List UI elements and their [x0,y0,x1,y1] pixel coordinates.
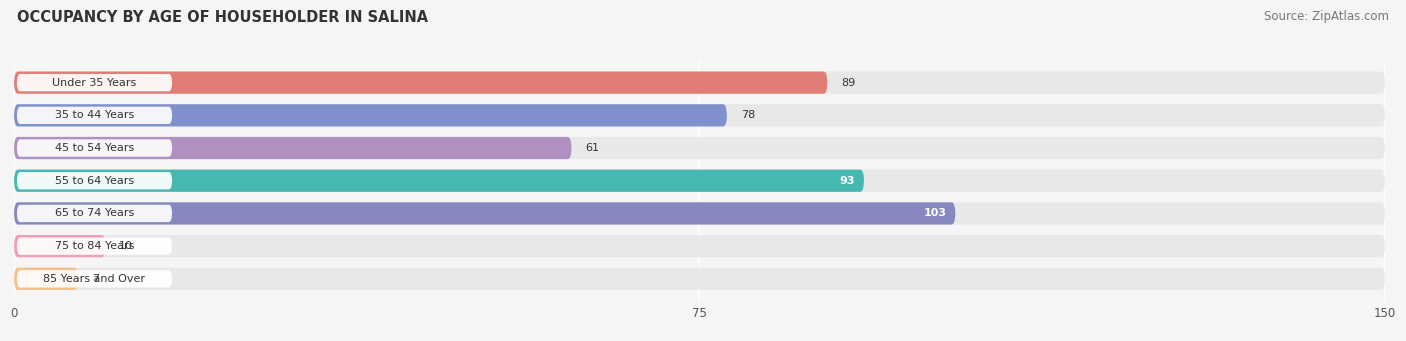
Text: 35 to 44 Years: 35 to 44 Years [55,110,134,120]
Text: 55 to 64 Years: 55 to 64 Years [55,176,134,186]
Text: Source: ZipAtlas.com: Source: ZipAtlas.com [1264,10,1389,23]
Text: OCCUPANCY BY AGE OF HOUSEHOLDER IN SALINA: OCCUPANCY BY AGE OF HOUSEHOLDER IN SALIN… [17,10,427,25]
Text: 85 Years and Over: 85 Years and Over [44,274,145,284]
FancyBboxPatch shape [17,270,172,287]
Text: 93: 93 [839,176,855,186]
FancyBboxPatch shape [17,237,172,255]
FancyBboxPatch shape [17,172,172,189]
Text: 78: 78 [741,110,755,120]
FancyBboxPatch shape [17,107,172,124]
FancyBboxPatch shape [14,268,1385,290]
Text: 65 to 74 Years: 65 to 74 Years [55,208,134,219]
FancyBboxPatch shape [14,268,79,290]
Text: 103: 103 [924,208,946,219]
FancyBboxPatch shape [14,202,956,224]
FancyBboxPatch shape [14,169,1385,192]
Text: 75 to 84 Years: 75 to 84 Years [55,241,134,251]
FancyBboxPatch shape [14,169,863,192]
FancyBboxPatch shape [14,137,1385,159]
Text: Under 35 Years: Under 35 Years [52,78,136,88]
FancyBboxPatch shape [17,205,172,222]
FancyBboxPatch shape [14,104,727,127]
FancyBboxPatch shape [14,202,1385,224]
FancyBboxPatch shape [14,235,105,257]
FancyBboxPatch shape [17,74,172,91]
FancyBboxPatch shape [14,137,571,159]
FancyBboxPatch shape [14,104,1385,127]
FancyBboxPatch shape [14,72,1385,94]
FancyBboxPatch shape [14,72,827,94]
Text: 7: 7 [91,274,98,284]
FancyBboxPatch shape [17,139,172,157]
Text: 89: 89 [841,78,855,88]
Text: 45 to 54 Years: 45 to 54 Years [55,143,134,153]
Text: 61: 61 [585,143,599,153]
FancyBboxPatch shape [14,235,1385,257]
Text: 10: 10 [120,241,134,251]
